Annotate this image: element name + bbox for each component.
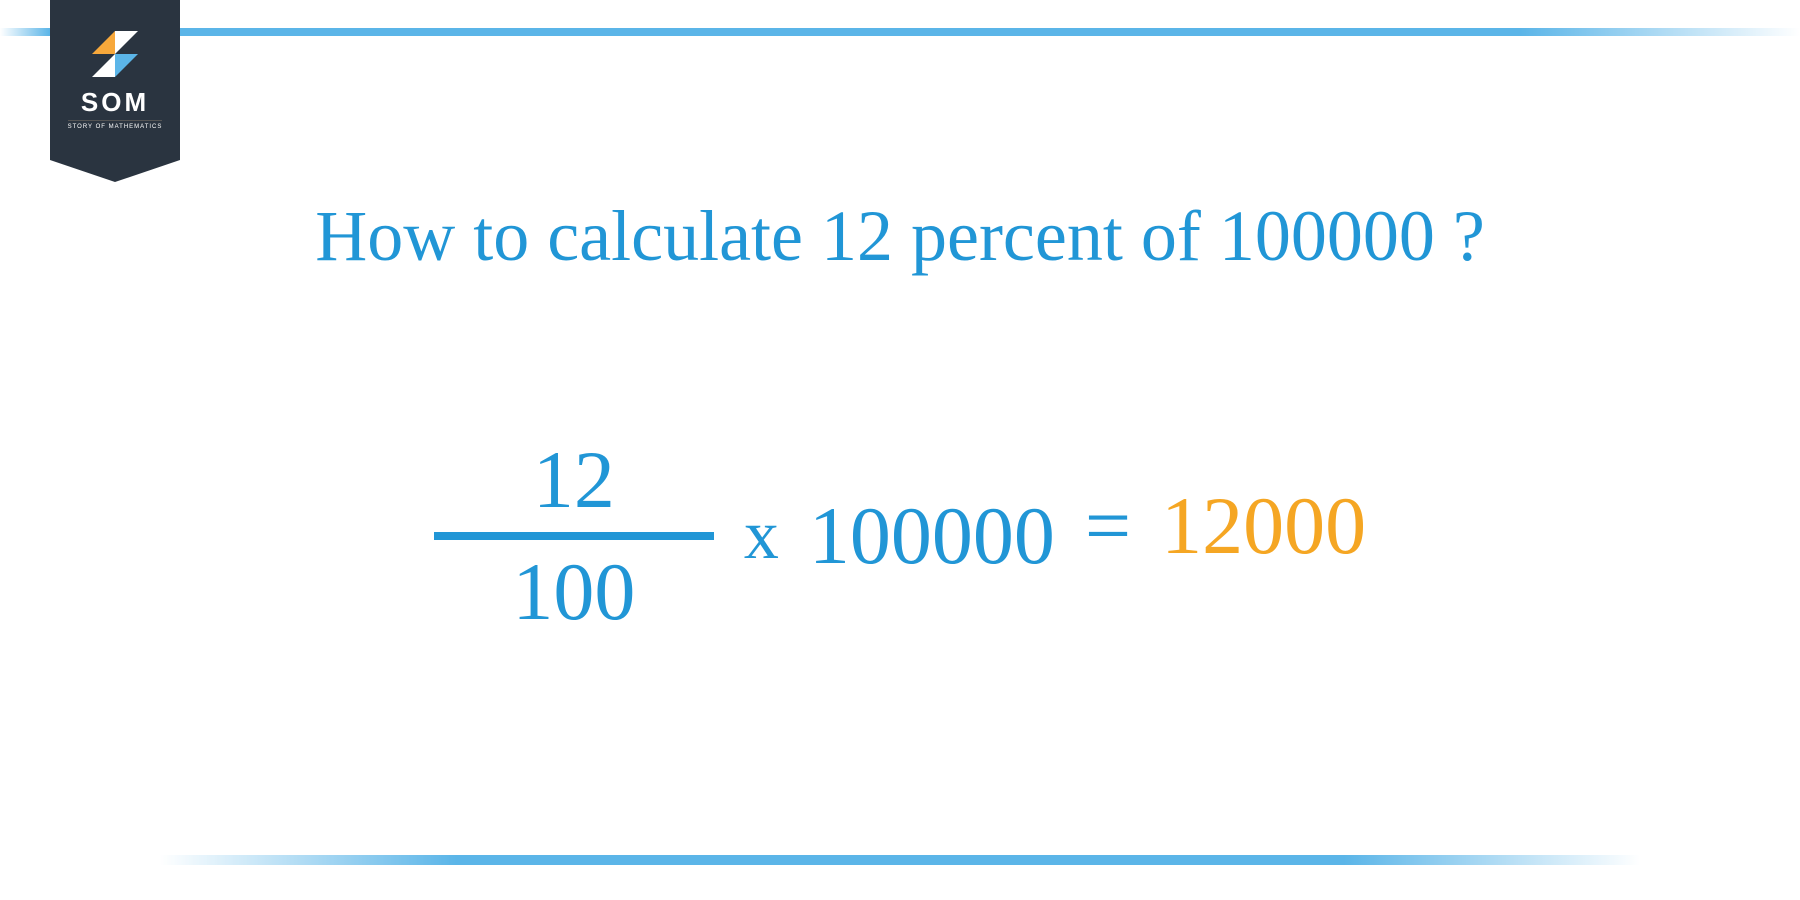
- bottom-divider-bar: [160, 855, 1640, 865]
- multiplicand: 100000: [809, 489, 1055, 583]
- numerator: 12: [533, 435, 615, 527]
- result: 12000: [1161, 479, 1366, 573]
- logo-title: SOM: [81, 87, 149, 118]
- logo-icon: [92, 31, 138, 77]
- logo-badge: SOM STORY OF MATHEMATICS: [50, 0, 180, 160]
- page-heading: How to calculate 12 percent of 100000 ?: [0, 195, 1800, 278]
- times-symbol: x: [744, 496, 779, 576]
- fraction: 12 100: [434, 435, 714, 637]
- top-divider-bar: [0, 28, 1800, 36]
- equation: 12 100 x 100000 = 12000: [0, 435, 1800, 637]
- logo-subtitle: STORY OF MATHEMATICS: [68, 120, 163, 130]
- equals-symbol: =: [1085, 479, 1131, 573]
- denominator: 100: [512, 545, 635, 637]
- fraction-bar: [434, 532, 714, 540]
